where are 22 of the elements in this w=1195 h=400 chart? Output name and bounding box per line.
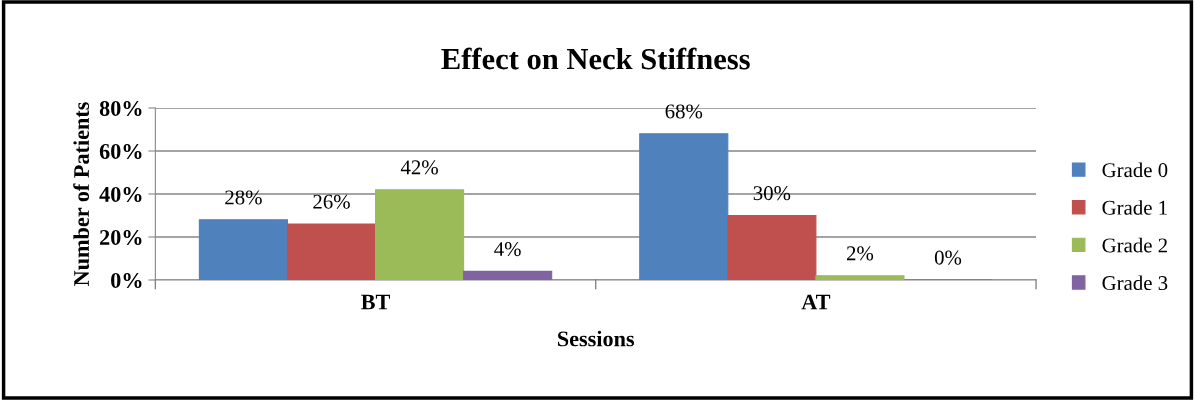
chart-title: Effect on Neck Stiffness: [441, 47, 750, 70]
y-tick-label: 80%: [99, 100, 142, 116]
data-label: 68%: [665, 104, 703, 119]
legend-label: Grade 0: [1102, 162, 1168, 178]
legend-label: Grade 3: [1102, 275, 1168, 291]
data-label: 4%: [494, 242, 521, 257]
x-tick-label: BT: [361, 294, 391, 310]
x-tick-label: AT: [801, 294, 831, 310]
data-label: 2%: [846, 246, 874, 261]
y-tick-label: 60%: [99, 143, 142, 159]
data-label: 42%: [400, 160, 438, 175]
data-label: 0%: [934, 250, 962, 265]
legend-label: Grade 1: [1102, 200, 1167, 215]
y-tick-label: 20%: [100, 229, 142, 245]
y-tick-label: 0%: [111, 272, 142, 288]
legend-label: Grade 2: [1102, 237, 1167, 253]
data-label: 26%: [313, 194, 350, 209]
data-label: 30%: [753, 186, 791, 201]
y-tick-label: 40%: [99, 186, 142, 202]
y-axis-title: Number of Patients: [73, 102, 90, 286]
x-axis-title: Sessions: [557, 330, 635, 347]
data-label: 28%: [225, 190, 262, 205]
